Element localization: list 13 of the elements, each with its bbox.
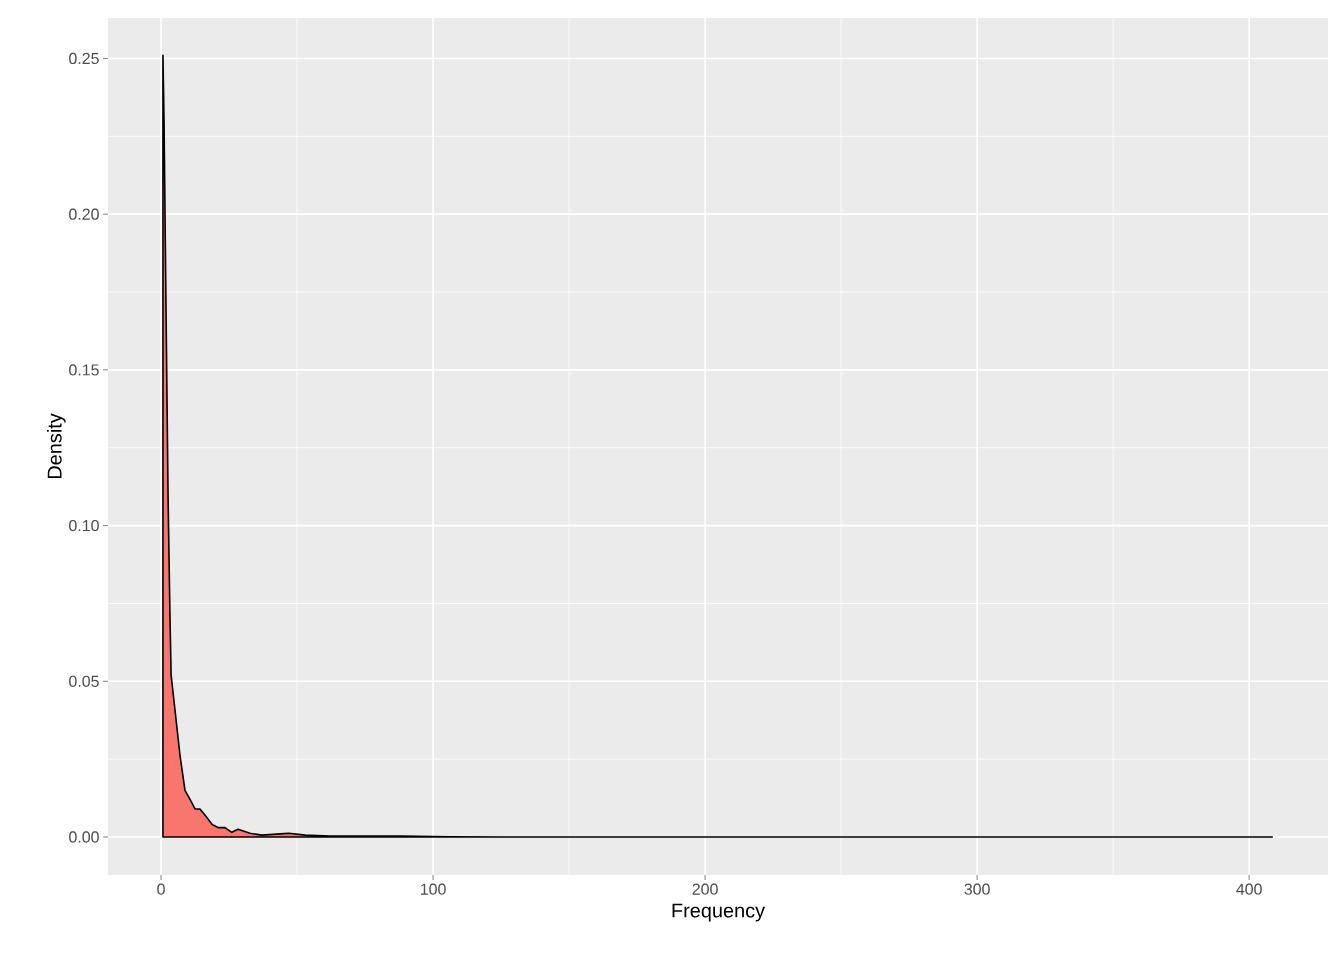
y-tick-label: 0.20 bbox=[69, 208, 99, 220]
y-axis-title: Density bbox=[47, 413, 66, 479]
y-tick-label: 0.05 bbox=[69, 675, 99, 687]
y-tick-label: 0.25 bbox=[69, 52, 99, 65]
x-axis-title: Frequency bbox=[672, 903, 766, 922]
x-tick-label: 100 bbox=[421, 883, 446, 895]
y-tick-label: 0.00 bbox=[69, 831, 99, 843]
x-tick-label: 400 bbox=[1236, 883, 1262, 895]
x-tick-label: 0 bbox=[157, 883, 165, 895]
y-tick-label: 0.10 bbox=[69, 519, 99, 532]
y-tick-label: 0.15 bbox=[69, 364, 99, 376]
x-tick-label: 300 bbox=[964, 883, 990, 895]
x-tick-label: 200 bbox=[692, 883, 718, 895]
